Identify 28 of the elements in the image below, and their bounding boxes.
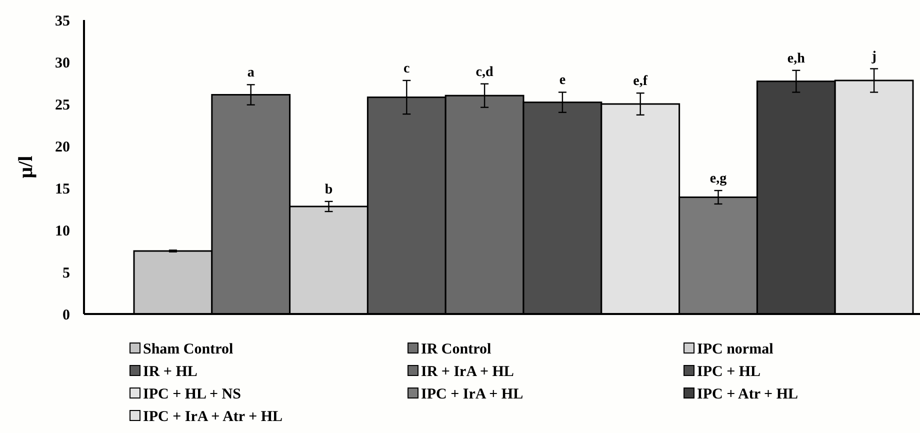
legend-label: IPC + HL: [697, 364, 761, 380]
legend-label: IR Control: [421, 341, 492, 358]
legend-label: IPC normal: [697, 341, 774, 358]
y-tick-label: 35: [55, 13, 70, 30]
annotation: e,f: [633, 74, 648, 90]
legend-label: IR + HL: [143, 364, 198, 380]
annotation: j: [870, 50, 876, 65]
y-tick-label: 10: [55, 223, 70, 240]
legend-label: IPC + IrA + HL: [421, 386, 524, 402]
legend-label: IR + IrA + HL: [421, 364, 514, 380]
annotation: c: [404, 61, 410, 76]
annotation: e,h: [787, 51, 806, 66]
annotation: b: [324, 182, 333, 198]
y-tick-label: 0: [62, 307, 70, 324]
annotation: a: [247, 66, 254, 81]
y-tick-label: 30: [55, 55, 70, 72]
annotation: c,d: [476, 64, 494, 80]
y-tick-label: 20: [55, 139, 70, 156]
y-tick-label: 5: [62, 265, 70, 282]
y-axis-title: μ/l: [15, 155, 37, 178]
annotation: e,g: [710, 172, 727, 187]
legend-label: IPC + IrA + Atr + HL: [143, 408, 283, 425]
legend-label: IPC + HL + NS: [143, 386, 241, 402]
legend-label: IPC + Atr + HL: [697, 386, 798, 402]
annotation: e: [559, 73, 566, 88]
legend-label: Sham Control: [143, 341, 234, 358]
y-tick-label: 15: [55, 181, 70, 198]
y-tick-label: 25: [55, 97, 70, 114]
